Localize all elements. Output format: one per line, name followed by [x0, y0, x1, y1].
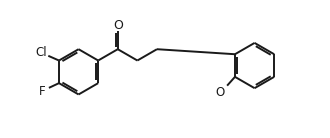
Text: O: O [113, 19, 123, 32]
Text: O: O [215, 86, 225, 99]
Text: F: F [39, 85, 46, 98]
Text: Cl: Cl [35, 46, 47, 59]
